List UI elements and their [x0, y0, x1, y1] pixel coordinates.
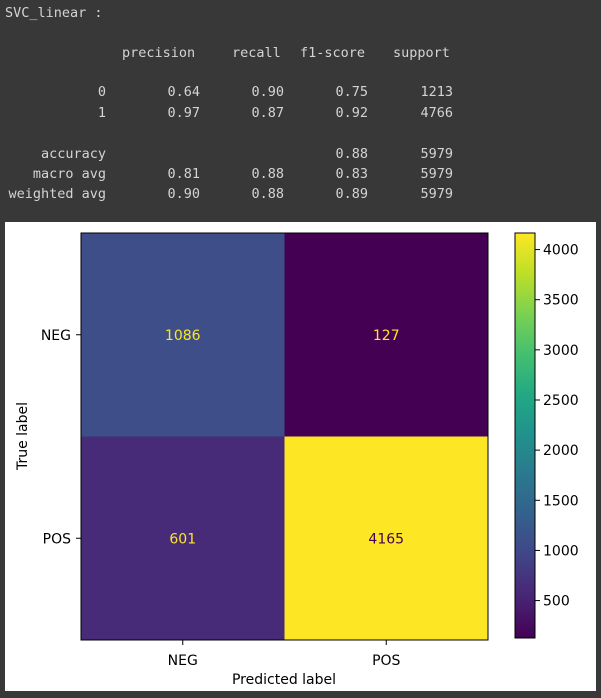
colorbar-tick-label: 2500 [543, 393, 579, 409]
cell-support: 4766 [420, 105, 453, 121]
matrix-cell [81, 233, 285, 437]
colorbar-tick-label: 500 [543, 594, 570, 610]
col-header-support: support [393, 45, 450, 61]
cell-value: 1086 [165, 328, 201, 344]
cell-value: 601 [169, 531, 196, 547]
confusion-matrix-figure: 1086 127 601 4165 NEG POS NEG POS Predicted la… [5, 222, 596, 691]
cell-recall: 0.87 [251, 105, 284, 121]
cell-precision: 0.97 [167, 105, 200, 121]
x-tick-label: POS [372, 653, 400, 669]
colorbar-tick-label: 4000 [543, 243, 579, 259]
console-header: SVC_linear : [5, 5, 103, 21]
colorbar [514, 232, 536, 639]
confusion-matrix-chart: 1086 127 601 4165 NEG POS NEG POS Predicted la… [15, 232, 579, 688]
console-output: SVC_linear : precision recall f1-score s… [0, 0, 601, 222]
cell-value: 127 [373, 328, 400, 344]
cell-support: 5979 [420, 166, 453, 182]
y-axis-label: True label [15, 402, 31, 471]
row-label: macro avg [32, 166, 106, 182]
colorbar-tick-label: 2000 [543, 443, 579, 459]
cell-support: 1213 [420, 84, 453, 100]
cell-recall: 0.90 [251, 84, 284, 100]
x-axis-label: Predicted label [232, 672, 336, 688]
colorbar-tick-label: 1000 [543, 543, 579, 559]
cell-support: 5979 [420, 146, 453, 162]
colorbar-tick-label: 3500 [543, 293, 579, 309]
col-header-recall: recall [232, 45, 281, 61]
y-tick-label: NEG [41, 328, 71, 344]
colorbar-tick-label: 1500 [543, 493, 579, 509]
colorbar-tick-label: 3000 [543, 343, 579, 359]
col-header-f1: f1-score [300, 45, 366, 61]
cell-precision: 0.90 [167, 186, 200, 202]
cell-f1: 0.88 [335, 146, 368, 162]
cell-f1: 0.92 [335, 105, 368, 121]
row-label: 1 [97, 105, 106, 121]
cell-f1: 0.75 [335, 84, 368, 100]
row-label: weighted avg [8, 186, 106, 202]
cell-recall: 0.88 [251, 166, 284, 182]
cell-f1: 0.83 [335, 166, 368, 182]
cell-precision: 0.81 [167, 166, 200, 182]
cell-recall: 0.88 [251, 186, 284, 202]
col-header-precision: precision [122, 45, 196, 61]
x-tick-label: NEG [168, 653, 198, 669]
y-tick-label: POS [43, 531, 71, 547]
cell-f1: 0.89 [335, 186, 368, 202]
row-label: accuracy [40, 146, 106, 162]
cell-support: 5979 [420, 186, 453, 202]
cell-precision: 0.64 [167, 84, 200, 100]
plot-frame [80, 232, 489, 641]
matrix-cell [81, 436, 285, 640]
matrix-cell [284, 233, 488, 437]
matrix-cell [284, 436, 488, 640]
cell-value: 4165 [368, 531, 404, 547]
row-label: 0 [97, 84, 106, 100]
